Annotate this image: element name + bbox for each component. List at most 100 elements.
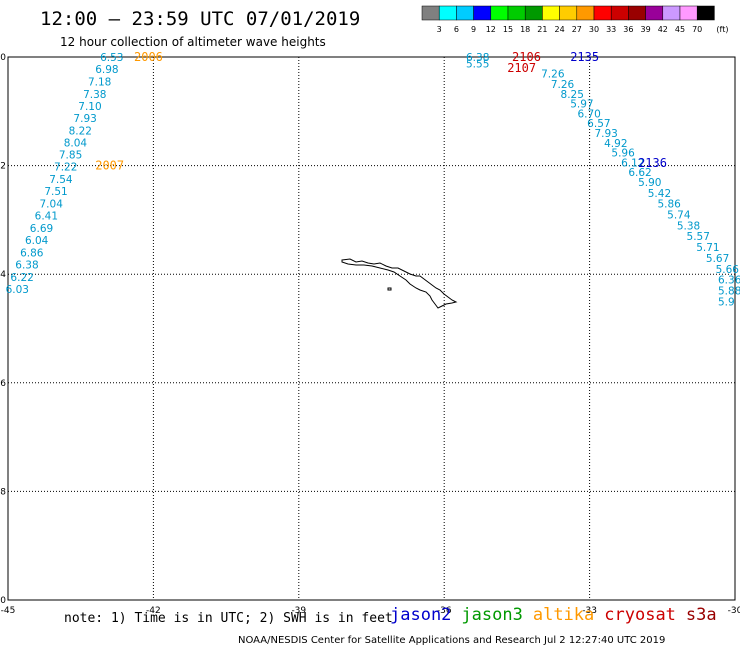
south-georgia-island	[341, 258, 458, 309]
swh-value: 7.26	[541, 68, 565, 80]
lat-tick-label: -60	[0, 596, 6, 606]
swh-value: 6.38	[466, 52, 489, 64]
swh-value: 8.25	[561, 89, 584, 101]
swh-value: 5.74	[667, 209, 691, 221]
swh-value: 6.57	[587, 118, 610, 130]
scale-label: 39	[641, 25, 651, 34]
legend-jason2: jason2	[390, 605, 452, 625]
swh-value: 7.85	[59, 150, 82, 162]
scale-label: 18	[520, 25, 530, 34]
swh-value: 6.86	[20, 247, 44, 259]
swh-value: 5.9	[718, 296, 735, 308]
swh-value: 6.98	[95, 64, 118, 76]
swh-value: 7.10	[78, 101, 101, 113]
swh-value: 6.22	[10, 272, 33, 284]
scale-unit: (ft)	[716, 25, 728, 34]
time-label: 2136	[638, 156, 667, 170]
legend-cryosat: cryosat	[604, 605, 676, 625]
swh-value: 5.71	[696, 242, 719, 254]
scale-label: 9	[471, 25, 476, 34]
scale-label: 33	[606, 25, 616, 34]
swh-value: 7.54	[49, 174, 73, 186]
swh-value: 8.04	[64, 137, 88, 149]
lat-tick-label: -50	[0, 53, 6, 63]
scale-label: 36	[623, 25, 633, 34]
time-label: 2135	[570, 50, 599, 64]
swh-value: 5.57	[687, 231, 710, 243]
island-islet	[387, 287, 392, 291]
satellite-legend: jason2 jason3 altika cryosat s3a	[390, 605, 727, 625]
swh-value: 6.36	[718, 275, 740, 287]
time-label: 2106	[512, 50, 541, 64]
axis-ticks: -45 -42 -39 -36 -33 -30 -50 -52 -54 -56 -58 -60	[0, 53, 740, 616]
lon-tick-label: -36	[437, 606, 452, 616]
swh-value: 6.03	[6, 284, 29, 296]
swh-value: 5.97	[570, 99, 593, 111]
swh-value: 5.67	[706, 253, 729, 265]
swh-value: 5.86	[657, 199, 681, 211]
lat-tick-label: -54	[0, 270, 6, 280]
lat-tick-label: -58	[0, 487, 6, 497]
lon-tick-label: -45	[1, 606, 16, 616]
scale-label: 70	[692, 25, 702, 34]
swh-value: 6.41	[35, 211, 58, 223]
scale-label: 24	[555, 25, 565, 34]
map-grid	[7, 56, 736, 601]
lat-tick-label: -52	[0, 162, 6, 172]
map-subtitle: 12 hour collection of altimeter wave hei…	[60, 35, 326, 49]
scale-label: 15	[503, 25, 513, 34]
scale-label: 21	[537, 25, 547, 34]
credit-line: NOAA/NESDIS Center for Satellite Applica…	[238, 635, 666, 646]
swh-value: 7.51	[44, 186, 67, 198]
swh-value: 5.88	[718, 285, 740, 297]
scale-label: 42	[658, 25, 668, 34]
swh-value: 7.93	[73, 113, 96, 125]
swh-value: 7.18	[88, 76, 111, 88]
swh-value: 6.12	[621, 157, 644, 169]
map-title: 12:00 — 23:59 UTC 07/01/2019	[40, 8, 361, 30]
swh-value: 5.38	[677, 220, 700, 232]
swh-value: 7.93	[594, 128, 617, 140]
scale-label: 3	[437, 25, 442, 34]
swh-value: 5.42	[648, 188, 671, 200]
legend-altika: altika	[532, 605, 595, 625]
swh-value: 6.69	[30, 223, 53, 235]
scale-label: 12	[486, 25, 496, 34]
swh-value: 4.92	[604, 138, 627, 150]
wave-height-color-scale: 3 6 9 12 15 18 21 24 27 30 33 36 39 42 45 70 (ft)	[421, 5, 728, 34]
swh-value: 5.96	[611, 148, 635, 160]
time-label: 2007	[95, 159, 124, 173]
swh-value: 6.62	[628, 167, 651, 179]
lat-tick-label: -56	[0, 379, 6, 389]
scale-label: 45	[675, 25, 685, 34]
swh-value: 8.22	[69, 125, 92, 137]
lon-tick-label: -33	[582, 606, 597, 616]
scale-swatch	[696, 5, 715, 21]
time-label: 2107	[507, 61, 536, 75]
swh-value: 5.66	[716, 264, 740, 276]
legend-s3a: s3a	[685, 605, 717, 625]
swh-value: 7.26	[551, 79, 575, 91]
time-label: 2006	[134, 50, 163, 64]
swh-value: 5.55	[466, 59, 489, 71]
swh-value: 7.22	[54, 162, 77, 174]
swh-value: 5.90	[638, 177, 661, 189]
scale-label: 27	[572, 25, 582, 34]
swh-value: 6.04	[25, 235, 49, 247]
scale-label: 6	[454, 25, 459, 34]
altimeter-tracks: 6.536.987.187.387.107.938.228.047.857.22…	[6, 52, 740, 308]
swh-value: 6.53	[100, 52, 123, 64]
swh-value: 7.04	[40, 199, 64, 211]
map-frame	[7, 56, 736, 601]
lon-tick-label: -39	[291, 606, 306, 616]
legend-jason3: jason3	[461, 605, 523, 625]
swh-value: 7.38	[83, 89, 106, 101]
footer-note: note: 1) Time is in UTC; 2) SWH is in fe…	[64, 611, 393, 626]
swh-value: 6.70	[577, 108, 600, 120]
lon-tick-label: -42	[146, 606, 161, 616]
lon-tick-label: -30	[728, 606, 740, 616]
scale-label: 30	[589, 25, 599, 34]
swh-value: 6.38	[15, 259, 38, 271]
